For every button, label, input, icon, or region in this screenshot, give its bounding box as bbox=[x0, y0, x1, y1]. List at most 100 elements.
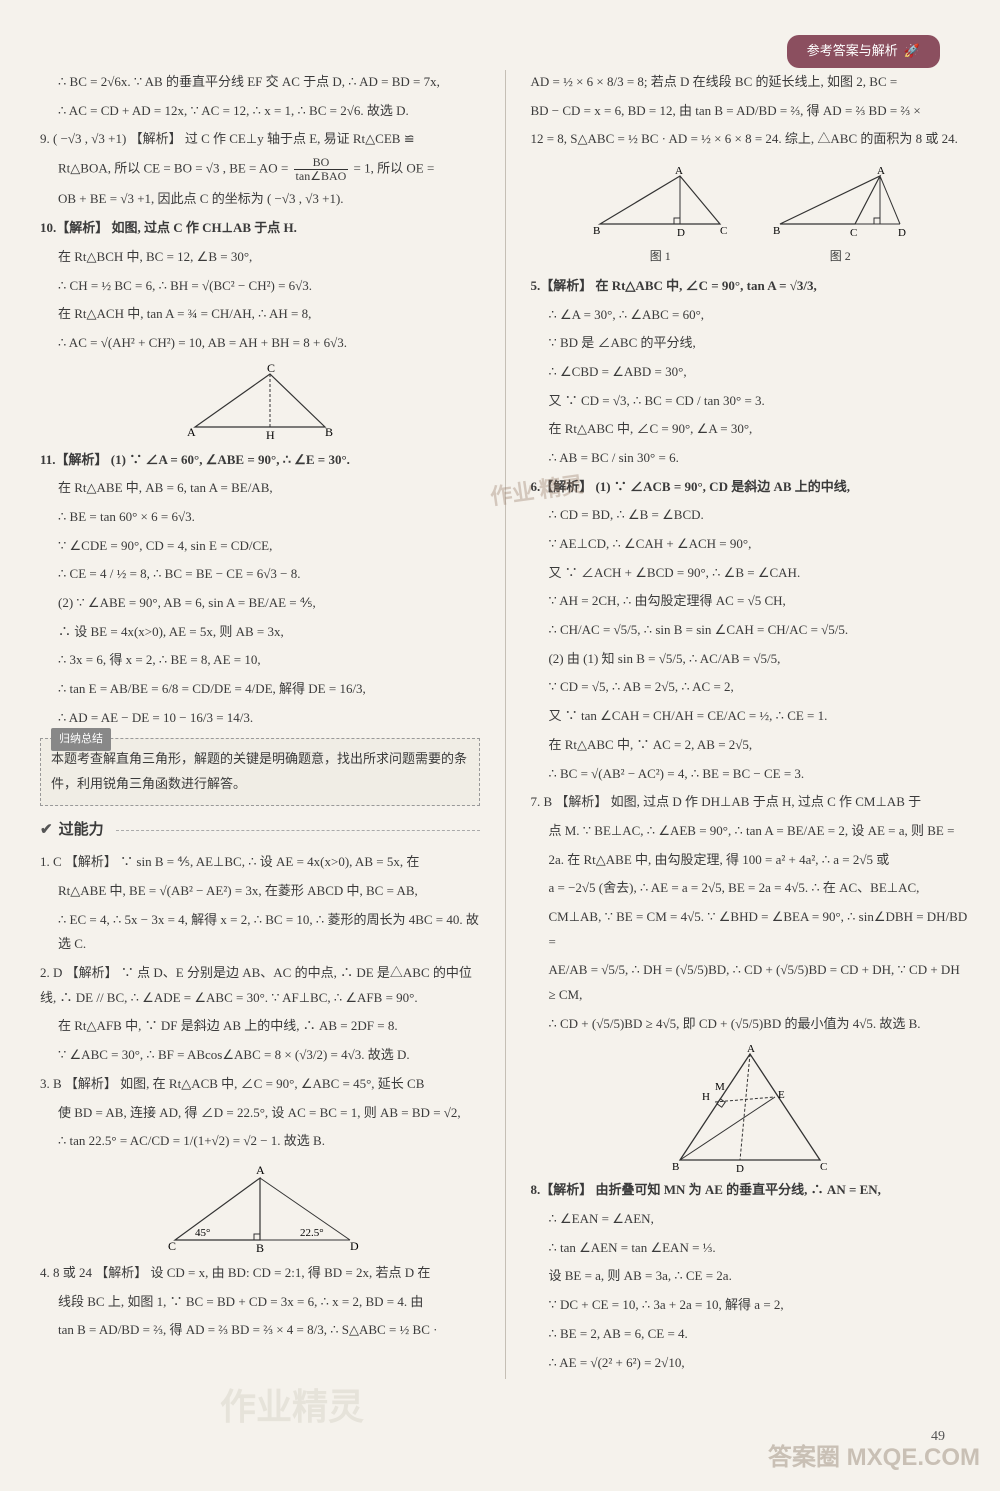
svg-text:45°: 45° bbox=[195, 1227, 210, 1239]
figure-triangle-10: A H B C bbox=[175, 362, 345, 442]
column-divider bbox=[505, 70, 506, 1379]
text: 2a. 在 Rt△ABE 中, 由勾股定理, 得 100 = a² + 4a²,… bbox=[530, 848, 970, 873]
text: ∴ 设 BE = 4x(x>0), AE = 5x, 则 AB = 3x, bbox=[40, 620, 480, 645]
text: CM⊥AB, ∵ BE = CM = 4√5. ∵ ∠BHD = ∠BEA = … bbox=[530, 905, 970, 954]
text: ∵ ∠ABC = 30°, ∴ BF = ABcos∠ABC = 8 × (√3… bbox=[40, 1043, 480, 1068]
text: ∴ AB = BC / sin 30° = 6. bbox=[530, 446, 970, 471]
page: ∴ BC = 2√6x. ∵ AB 的垂直平分线 EF 交 AC 于点 D, ∴… bbox=[0, 0, 1000, 1419]
svg-text:D: D bbox=[677, 227, 685, 239]
text: a = −2√5 (舍去), ∴ AE = a = 2√5, BE = 2a =… bbox=[530, 876, 970, 901]
svg-text:A: A bbox=[747, 1043, 755, 1055]
text: 在 Rt△ACH 中, tan A = ¾ = CH/AH, ∴ AH = 8, bbox=[40, 302, 480, 327]
svg-text:C: C bbox=[168, 1239, 176, 1253]
figure-triangle-7: A B C D E H M bbox=[660, 1042, 840, 1172]
svg-text:B: B bbox=[593, 225, 600, 237]
text: ∴ BC = √(AB² − AC²) = 4, ∴ BE = BC − CE … bbox=[530, 762, 970, 787]
svg-text:C: C bbox=[820, 1161, 827, 1172]
text: ∴ ∠CBD = ∠ABD = 30°, bbox=[530, 360, 970, 385]
text: ∵ ∠CDE = 90°, CD = 4, sin E = CD/CE, bbox=[40, 534, 480, 559]
text: 12 = 8, S△ABC = ½ BC · AD = ½ × 6 × 8 = … bbox=[530, 127, 970, 152]
svg-text:B: B bbox=[256, 1241, 264, 1255]
text: 点 M. ∵ BE⊥AC, ∴ ∠AEB = 90°, ∴ tan A = BE… bbox=[530, 819, 970, 844]
summary-box: 归纳总结 本题考查解直角三角形，解题的关键是明确题意，找出所求问题需要的条件，利… bbox=[40, 738, 480, 805]
text: ∴ EC = 4, ∴ 5x − 3x = 4, 解得 x = 2, ∴ BC … bbox=[40, 908, 480, 957]
text: ∴ CH = ½ BC = 6, ∴ BH = √(BC² − CH²) = 6… bbox=[40, 274, 480, 299]
text: 在 Rt△BCH 中, BC = 12, ∠B = 30°, bbox=[40, 245, 480, 270]
svg-text:E: E bbox=[778, 1089, 785, 1101]
figure-1: A B D C 图 1 bbox=[585, 158, 735, 268]
text: Rt△ABE 中, BE = √(AB² − AE²) = 3x, 在菱形 AB… bbox=[40, 879, 480, 904]
item-8: 8.【解析】 由折叠可知 MN 为 AE 的垂直平分线, ∴ AN = EN, bbox=[530, 1178, 970, 1203]
text: AE/AB = √5/5, ∴ DH = (√5/5)BD, ∴ CD + (√… bbox=[530, 958, 970, 1007]
text: ∴ ∠EAN = ∠AEN, bbox=[530, 1207, 970, 1232]
text: ∴ 3x = 6, 得 x = 2, ∴ BE = 8, AE = 10, bbox=[40, 648, 480, 673]
text: 又 ∵ tan ∠CAH = CH/AH = CE/AC = ½, ∴ CE =… bbox=[530, 704, 970, 729]
corner-logo: 答案圈 MXQE.COM bbox=[768, 1435, 980, 1481]
ability-4: 4. 8 或 24 【解析】 设 CD = x, 由 BD: CD = 2:1,… bbox=[40, 1261, 480, 1286]
right-column: AD = ½ × 6 × 8/3 = 8; 若点 D 在线段 BC 的延长线上,… bbox=[530, 70, 970, 1379]
item-5: 5.【解析】 在 Rt△ABC 中, ∠C = 90°, tan A = √3/… bbox=[530, 274, 970, 299]
text: 设 BE = a, 则 AB = 3a, ∴ CE = 2a. bbox=[530, 1264, 970, 1289]
text: 线段 BC 上, 如图 1, ∵ BC = BD + CD = 3x = 6, … bbox=[40, 1290, 480, 1315]
summary-label: 归纳总结 bbox=[51, 728, 111, 751]
svg-text:22.5°: 22.5° bbox=[300, 1227, 324, 1239]
text: ∴ AD = AE − DE = 10 − 16/3 = 14/3. bbox=[40, 706, 480, 731]
text: 在 Rt△AFB 中, ∵ DF 是斜边 AB 上的中线, ∴ AB = 2DF… bbox=[40, 1014, 480, 1039]
svg-text:D: D bbox=[350, 1239, 359, 1253]
ability-1: 1. C 【解析】 ∵ sin B = ⅘, AE⊥BC, ∴ 设 AE = 4… bbox=[40, 850, 480, 875]
text: ∵ DC + CE = 10, ∴ 3a + 2a = 10, 解得 a = 2… bbox=[530, 1293, 970, 1318]
figure-triangle-3: A C B D 45° 22.5° bbox=[150, 1160, 370, 1255]
text: ∴ CD = BD, ∴ ∠B = ∠BCD. bbox=[530, 503, 970, 528]
text: ∴ CE = 4 / ½ = 8, ∴ BC = BE − CE = 6√3 −… bbox=[40, 562, 480, 587]
svg-text:A: A bbox=[877, 165, 885, 177]
text: ∴ BC = 2√6x. ∵ AB 的垂直平分线 EF 交 AC 于点 D, ∴… bbox=[40, 70, 480, 95]
text: ∵ CD = √5, ∴ AB = 2√5, ∴ AC = 2, bbox=[530, 675, 970, 700]
svg-text:H: H bbox=[702, 1091, 710, 1103]
text: ∵ AE⊥CD, ∴ ∠CAH + ∠ACH = 90°, bbox=[530, 532, 970, 557]
text: ∴ ∠A = 30°, ∴ ∠ABC = 60°, bbox=[530, 303, 970, 328]
text: 在 Rt△ABC 中, ∵ AC = 2, AB = 2√5, bbox=[530, 733, 970, 758]
figure-row: A B D C 图 1 A B C D bbox=[530, 158, 970, 268]
svg-text:D: D bbox=[898, 227, 906, 239]
text: ∴ CD + (√5/5)BD ≥ 4√5, 即 CD + (√5/5)BD 的… bbox=[530, 1012, 970, 1037]
text: ∴ AC = √(AH² + CH²) = 10, AB = AH + BH =… bbox=[40, 331, 480, 356]
text: OB + BE = √3 +1, 因此点 C 的坐标为 ( −√3 , √3 +… bbox=[40, 187, 480, 212]
svg-text:A: A bbox=[675, 165, 683, 177]
item-9: 9. ( −√3 , √3 +1) 【解析】 过 C 作 CE⊥y 轴于点 E,… bbox=[40, 127, 480, 152]
text: ∴ AC = CD + AD = 12x, ∵ AC = 12, ∴ x = 1… bbox=[40, 99, 480, 124]
text: Rt△BOA, 所以 CE = BO = √3 , BE = AO = BOta… bbox=[40, 156, 480, 183]
text: ∵ AH = 2CH, ∴ 由勾股定理得 AC = √5 CH, bbox=[530, 589, 970, 614]
item-6: 6.【解析】 (1) ∵ ∠ACB = 90°, CD 是斜边 AB 上的中线, bbox=[530, 475, 970, 500]
svg-text:D: D bbox=[736, 1163, 744, 1172]
text: ∴ BE = tan 60° × 6 = 6√3. bbox=[40, 505, 480, 530]
text: 又 ∵ ∠ACH + ∠BCD = 90°, ∴ ∠B = ∠CAH. bbox=[530, 561, 970, 586]
text: (2) 由 (1) 知 sin B = √5/5, ∴ AC/AB = √5/5… bbox=[530, 647, 970, 672]
svg-text:B: B bbox=[773, 225, 780, 237]
text: 在 Rt△ABE 中, AB = 6, tan A = BE/AB, bbox=[40, 476, 480, 501]
svg-text:B: B bbox=[325, 425, 333, 439]
item-11: 11.【解析】 (1) ∵ ∠A = 60°, ∠ABE = 90°, ∴ ∠E… bbox=[40, 448, 480, 473]
ability-3: 3. B 【解析】 如图, 在 Rt△ACB 中, ∠C = 90°, ∠ABC… bbox=[40, 1072, 480, 1097]
text: ∴ CH/AC = √5/5, ∴ sin B = sin ∠CAH = CH/… bbox=[530, 618, 970, 643]
section-title: 过能力 bbox=[40, 816, 480, 845]
text: (2) ∵ ∠ABE = 90°, AB = 6, sin A = BE/AE … bbox=[40, 591, 480, 616]
summary-text: 本题考查解直角三角形，解题的关键是明确题意，找出所求问题需要的条件，利用锐角三角… bbox=[51, 747, 469, 796]
figure-2: A B C D 图 2 bbox=[765, 158, 915, 268]
text: ∵ BD 是 ∠ABC 的平分线, bbox=[530, 331, 970, 356]
ability-2: 2. D 【解析】 ∵ 点 D、E 分别是边 AB、AC 的中点, ∴ DE 是… bbox=[40, 961, 480, 1010]
svg-text:A: A bbox=[256, 1163, 265, 1177]
item-10: 10.【解析】 如图, 过点 C 作 CH⊥AB 于点 H. bbox=[40, 216, 480, 241]
text: 使 BD = AB, 连接 AD, 得 ∠D = 22.5°, 设 AC = B… bbox=[40, 1101, 480, 1126]
svg-text:H: H bbox=[266, 428, 275, 442]
svg-text:M: M bbox=[715, 1081, 725, 1093]
svg-text:C: C bbox=[267, 362, 275, 375]
page-number: 49 bbox=[931, 1424, 945, 1451]
text: ∴ BE = 2, AB = 6, CE = 4. bbox=[530, 1322, 970, 1347]
svg-text:A: A bbox=[187, 425, 196, 439]
text: ∴ tan ∠AEN = tan ∠EAN = ⅓. bbox=[530, 1236, 970, 1261]
text: 在 Rt△ABC 中, ∠C = 90°, ∠A = 30°, bbox=[530, 417, 970, 442]
text: tan B = AD/BD = ⅔, 得 AD = ⅔ BD = ⅔ × 4 =… bbox=[40, 1318, 480, 1343]
svg-text:C: C bbox=[720, 225, 727, 237]
svg-text:C: C bbox=[850, 227, 857, 239]
text: AD = ½ × 6 × 8/3 = 8; 若点 D 在线段 BC 的延长线上,… bbox=[530, 70, 970, 95]
